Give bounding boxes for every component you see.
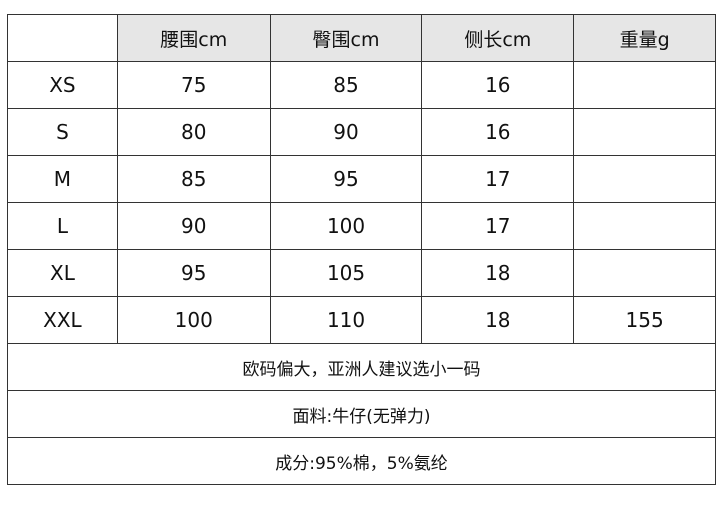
- table-cell: 95: [269, 155, 423, 203]
- note-row: 欧码偏大，亚洲人建议选小一码: [7, 343, 716, 391]
- table-cell: XL: [7, 249, 118, 297]
- table-cell: 100: [269, 202, 423, 250]
- table-row: S 80 90 16: [7, 108, 716, 156]
- note-text: 成分:95%棉，5%氨纶: [7, 437, 716, 485]
- table-cell: S: [7, 108, 118, 156]
- table-cell: [573, 108, 716, 156]
- size-chart-table: 腰围cm 臀围cm 侧长cm 重量g XS 75 85 16 S 80 90 16 M 85 95 17 L 90…: [7, 14, 716, 485]
- table-cell: [573, 249, 716, 297]
- table-cell: 17: [421, 202, 575, 250]
- header-row: 腰围cm 臀围cm 侧长cm 重量g: [7, 14, 716, 62]
- note-text: 面料:牛仔(无弹力): [7, 390, 716, 438]
- table-cell: 18: [421, 296, 575, 344]
- header-cell: 侧长cm: [421, 14, 575, 62]
- table-cell: 75: [116, 61, 271, 109]
- note-row: 面料:牛仔(无弹力): [7, 390, 716, 438]
- table-cell: 110: [269, 296, 423, 344]
- header-cell: [7, 14, 118, 62]
- table-cell: 16: [421, 108, 575, 156]
- header-cell: 臀围cm: [269, 14, 423, 62]
- table-cell: 90: [269, 108, 423, 156]
- table-row: XL 95 105 18: [7, 249, 716, 297]
- table-cell: 16: [421, 61, 575, 109]
- table-row: M 85 95 17: [7, 155, 716, 203]
- table-cell: XXL: [7, 296, 118, 344]
- header-cell: 腰围cm: [116, 14, 271, 62]
- table-row: L 90 100 17: [7, 202, 716, 250]
- table-cell: 80: [116, 108, 271, 156]
- table-cell: L: [7, 202, 118, 250]
- table-cell: 95: [116, 249, 271, 297]
- table-cell: 17: [421, 155, 575, 203]
- note-row: 成分:95%棉，5%氨纶: [7, 437, 716, 485]
- table-row: XS 75 85 16: [7, 61, 716, 109]
- table-cell: 85: [116, 155, 271, 203]
- note-text: 欧码偏大，亚洲人建议选小一码: [7, 343, 716, 391]
- table-cell: 18: [421, 249, 575, 297]
- table-cell: 90: [116, 202, 271, 250]
- table-cell: [573, 202, 716, 250]
- table-cell: XS: [7, 61, 118, 109]
- table-cell: 105: [269, 249, 423, 297]
- table-cell: [573, 61, 716, 109]
- header-cell: 重量g: [573, 14, 716, 62]
- table-cell: [573, 155, 716, 203]
- table-cell: 155: [573, 296, 716, 344]
- table-cell: M: [7, 155, 118, 203]
- table-row: XXL 100 110 18 155: [7, 296, 716, 344]
- table-cell: 85: [269, 61, 423, 109]
- table-cell: 100: [116, 296, 271, 344]
